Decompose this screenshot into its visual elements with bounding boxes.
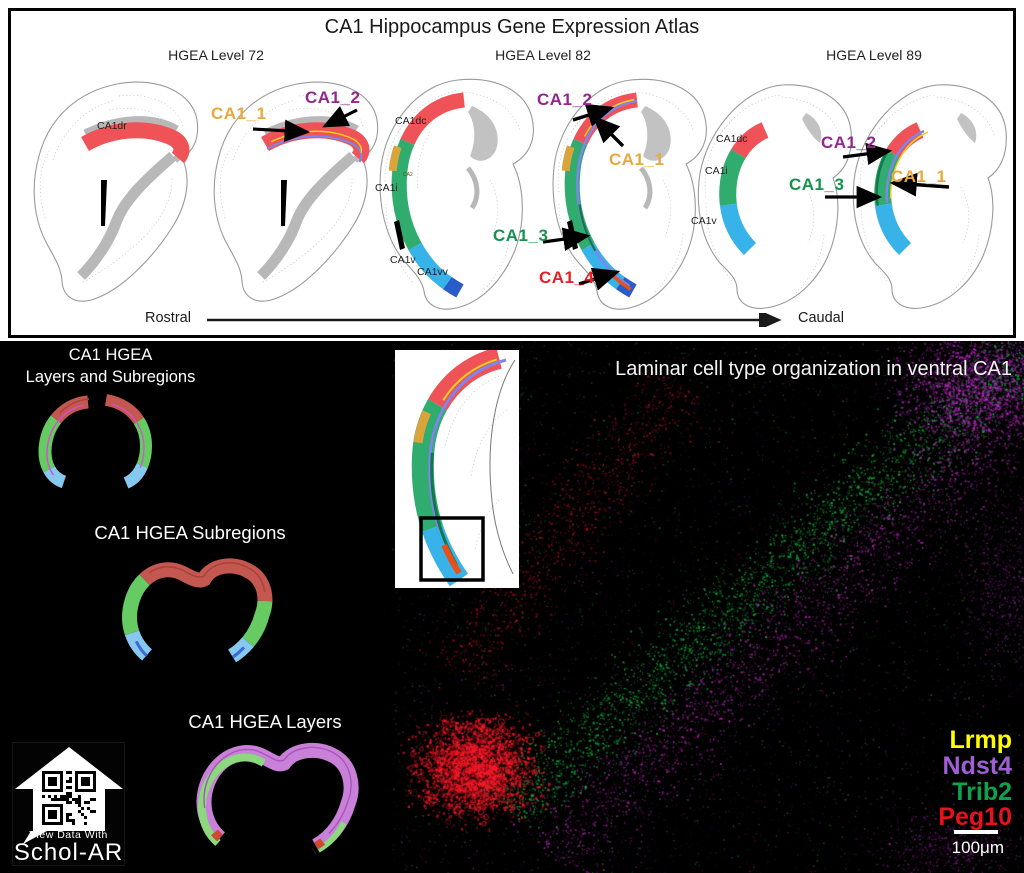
rostral-caudal-arrow: [207, 313, 782, 327]
annotation-ca1-3: CA1_3: [789, 175, 845, 194]
slice-l89-plain: CA1dc CA1i CA1v: [690, 75, 858, 310]
annotation-arrow: [592, 115, 625, 148]
region-label-ca1i: CA1i: [705, 165, 728, 177]
scale-bar-label: 100μm: [951, 838, 1004, 857]
annotation-ca1-3: CA1_3: [493, 226, 549, 245]
atlas-panel: CA1 Hippocampus Gene Expression Atlas HG…: [8, 8, 1016, 338]
model-title-subregions: CA1 HGEA Subregions: [94, 522, 286, 543]
annotation-ca1-1: CA1_1: [211, 104, 267, 123]
slice-l82-plain: CA1dc CA2 CA1i CA1v CA1vv: [372, 72, 540, 312]
annotation-arrow: [578, 267, 621, 291]
region-label-ca1vv: CA1vv: [417, 266, 448, 278]
annotation-ca1-1: CA1_1: [891, 167, 947, 186]
region-label-ca1dc: CA1dc: [716, 133, 748, 145]
annotation-ca1-4: CA1_4: [539, 268, 595, 287]
scholar-badge-text: View Data With: [29, 829, 108, 841]
region-label-ca1i: CA1i: [375, 182, 398, 194]
brain-section-drawing: [542, 78, 707, 310]
slice-l82-annotated: CA1_2 CA1_1 CA1_3 CA1_4: [493, 72, 713, 312]
rostral-label: Rostral: [145, 310, 191, 326]
brain-section-drawing: [33, 81, 199, 302]
model-render-layers: [196, 742, 359, 855]
model-render-layers-subregions: [38, 394, 153, 489]
model-title-line1: CA1 HGEA: [68, 346, 153, 364]
annotation-arrow: [252, 119, 311, 142]
annotation-arrow: [842, 142, 893, 166]
annotation-arrow: [572, 103, 615, 127]
region-label-ca1v: CA1v: [390, 254, 416, 266]
atlas-inset-drawing: [411, 350, 516, 587]
brain-section-drawing: [697, 84, 852, 309]
region-label-ca1v: CA1v: [691, 215, 717, 227]
annotation-ca1-1: CA1_1: [609, 150, 665, 169]
gene-label-peg10: Peg10: [938, 803, 1012, 831]
brain-section-drawing: [379, 78, 534, 310]
annotation-arrow: [322, 105, 358, 128]
brain-section-drawing: [213, 81, 379, 302]
inset-roi-box: [419, 516, 485, 582]
model-title-layers-subregions: CA1 HGEA Layers and Subregions: [8, 343, 213, 387]
annotation-ca1-2: CA1_2: [537, 90, 593, 109]
annotation-arrow: [889, 172, 950, 197]
page-title: CA1 Hippocampus Gene Expression Atlas: [324, 16, 700, 38]
model-title-layers: CA1 HGEA Layers: [188, 711, 342, 732]
level-title-89: HGEA Level 89: [826, 47, 922, 63]
microscopy-title: Laminar cell type organization in ventra…: [615, 358, 1012, 380]
region-label-ca1dc: CA1dc: [395, 115, 427, 127]
caudal-label: Caudal: [798, 310, 844, 326]
annotation-ca1-2: CA1_2: [821, 133, 877, 152]
region-label-ca1dr: CA1dr: [97, 120, 127, 132]
models-panel: CA1 HGEA Layers and Subregions CA1 HGEA …: [0, 341, 392, 873]
slice-l72-annotated: CA1_1 CA1_2: [205, 68, 385, 313]
scholar-badge-brand: Schol-AR: [13, 839, 124, 866]
level-title-72: HGEA Level 72: [168, 47, 264, 63]
annotation-arrow: [542, 227, 591, 252]
scale-bar: [954, 830, 998, 834]
model-title-line2: Layers and Subregions: [25, 368, 196, 386]
bottom-panels: CA1 HGEA Layers and Subregions CA1 HGEA …: [0, 341, 1024, 873]
gene-label-lrmp: Lrmp: [949, 726, 1013, 754]
atlas-inset: [395, 350, 519, 588]
microscopy-panel: Laminar cell type organization in ventra…: [392, 341, 1024, 873]
region-label-ca2: CA2: [403, 172, 413, 178]
scholar-house-icon: [15, 747, 123, 844]
model-render-subregions: [122, 558, 273, 663]
gene-label-ndst4: Ndst4: [942, 752, 1012, 780]
qr-code: [42, 771, 96, 825]
scholar-badge[interactable]: View Data With Schol-AR: [12, 742, 125, 866]
level-title-82: HGEA Level 82: [495, 47, 591, 63]
slice-l89-annotated: CA1_2 CA1_3 CA1_1: [789, 75, 1013, 310]
slice-l72-plain: CA1dr: [25, 68, 205, 313]
annotation-ca1-2: CA1_2: [305, 88, 361, 107]
gene-label-trib2: Trib2: [952, 778, 1012, 806]
brain-section-drawing: [825, 84, 1007, 309]
